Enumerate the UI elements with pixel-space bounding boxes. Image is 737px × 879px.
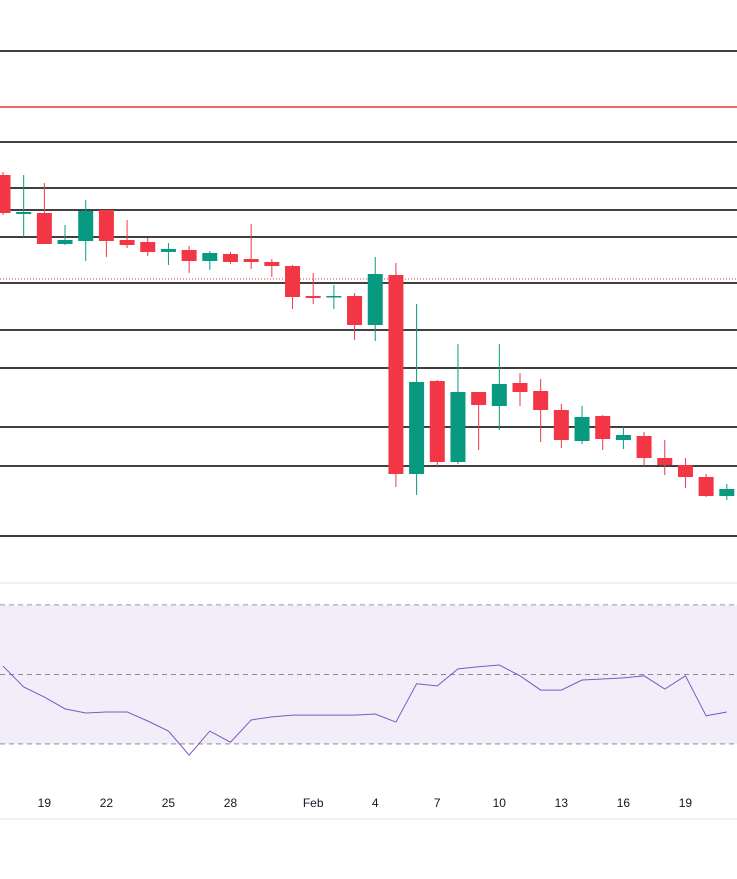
- candle-body: [326, 296, 342, 298]
- rsi-line: [2, 664, 727, 756]
- candle-body: [471, 392, 487, 405]
- candle-body: [0, 175, 11, 213]
- candle-body: [512, 383, 528, 392]
- x-tick-label: 7: [434, 796, 441, 810]
- candle-body: [347, 296, 363, 325]
- candle-body: [450, 392, 466, 462]
- candle-body: [409, 382, 425, 474]
- candle-body: [615, 435, 631, 440]
- candle-body: [16, 212, 32, 214]
- x-tick-label: 19: [38, 796, 52, 810]
- candle-body: [181, 250, 197, 261]
- x-tick-label: 16: [617, 796, 631, 810]
- candle-body: [160, 249, 176, 252]
- x-tick-label: 22: [100, 796, 114, 810]
- candle-body: [491, 384, 507, 406]
- candle-body: [677, 465, 693, 477]
- candle-body: [264, 262, 280, 266]
- x-tick-label: 13: [555, 796, 569, 810]
- candle-body: [98, 210, 114, 241]
- candle-body: [553, 410, 569, 440]
- x-tick-label: 19: [679, 796, 693, 810]
- candle-body: [57, 240, 73, 244]
- candle-body: [698, 477, 714, 496]
- candle-body: [78, 211, 94, 241]
- candle-body: [574, 417, 590, 441]
- candle-body: [595, 416, 611, 439]
- candle-body: [388, 275, 404, 474]
- candle-body: [202, 253, 218, 261]
- candle-body: [36, 213, 52, 244]
- candle-body: [305, 296, 321, 298]
- candle-body: [719, 489, 735, 496]
- candle-body: [222, 254, 238, 262]
- candle-body: [140, 242, 156, 252]
- candle-body: [285, 266, 301, 297]
- candle-body: [367, 274, 383, 325]
- x-tick-label: 28: [224, 796, 238, 810]
- candle-body: [243, 259, 259, 262]
- x-tick-label: 10: [493, 796, 507, 810]
- x-tick-label: 25: [162, 796, 176, 810]
- x-tick-label: 4: [372, 796, 379, 810]
- x-tick-label: Feb: [303, 796, 324, 810]
- candle-body: [636, 436, 652, 458]
- candle-body: [119, 240, 135, 245]
- candle-body: [533, 391, 549, 410]
- candle-body: [657, 458, 673, 465]
- candle-body: [429, 381, 445, 462]
